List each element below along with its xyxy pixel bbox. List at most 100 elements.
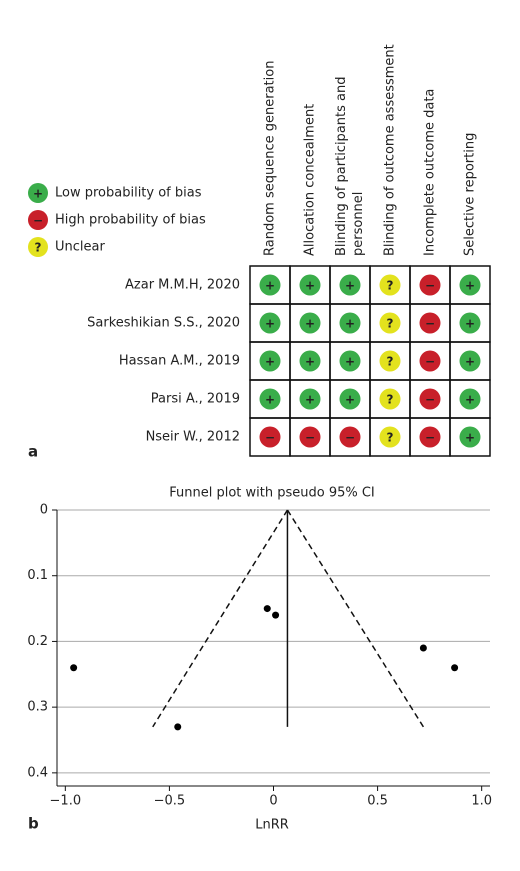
- rating-symbol: +: [305, 279, 315, 293]
- rating-icon: [419, 274, 441, 296]
- legend-symbol: ?: [35, 241, 42, 255]
- legend-symbol: −: [33, 214, 43, 228]
- rating-icon: [259, 312, 281, 334]
- table-cell: [449, 417, 491, 457]
- rating-icon: [379, 426, 401, 448]
- y-tick-label: 0.4: [27, 765, 48, 780]
- rating-symbol: +: [345, 317, 355, 331]
- funnel-line: [152, 509, 289, 728]
- rating-symbol: +: [465, 317, 475, 331]
- x-tick-label: 0.5: [367, 794, 388, 809]
- y-tick-label: 0.2: [27, 634, 48, 649]
- rating-icon: [459, 426, 481, 448]
- rating-icon: [299, 426, 321, 448]
- rating-icon: [259, 426, 281, 448]
- rating-symbol: +: [465, 393, 475, 407]
- study-name: Azar M.M.H, 2020: [125, 278, 240, 293]
- rating-icon: [259, 350, 281, 372]
- rating-icon: [379, 350, 401, 372]
- rating-symbol: +: [465, 431, 475, 445]
- x-tick-label: 0: [269, 794, 277, 809]
- rating-symbol: +: [465, 355, 475, 369]
- rating-icon: [259, 274, 281, 296]
- rating-symbol: ?: [387, 317, 394, 331]
- rating-icon: [379, 274, 401, 296]
- rating-icon: [419, 388, 441, 410]
- point: [263, 605, 271, 613]
- rating-icon: [299, 312, 321, 334]
- rating-symbol: ?: [387, 279, 394, 293]
- rating-icon: [419, 426, 441, 448]
- rating-icon: [459, 274, 481, 296]
- rating-icon: [339, 426, 361, 448]
- rating-symbol: +: [305, 393, 315, 407]
- x-axis-label: LnRR: [255, 818, 289, 833]
- rating-icon: [299, 350, 321, 372]
- rating-symbol: −: [425, 317, 435, 331]
- legend-label: Unclear: [55, 240, 105, 255]
- legend-label: Low probability of bias: [55, 186, 202, 201]
- rating-symbol: −: [265, 431, 275, 445]
- rating-symbol: −: [425, 279, 435, 293]
- rating-symbol: +: [345, 279, 355, 293]
- rating-icon: [419, 312, 441, 334]
- legend-icon: [28, 183, 48, 203]
- rating-icon: [459, 312, 481, 334]
- rating-symbol: ?: [387, 355, 394, 369]
- panel-label: b: [28, 815, 39, 833]
- legend-icon: [28, 210, 48, 230]
- rating-symbol: +: [265, 279, 275, 293]
- rating-icon: [299, 388, 321, 410]
- rating-symbol: −: [425, 393, 435, 407]
- study-name: Hassan A.M., 2019: [119, 354, 240, 369]
- rating-symbol: ?: [387, 393, 394, 407]
- x-tick-label: −1.0: [50, 794, 82, 809]
- rating-icon: [459, 350, 481, 372]
- column-header: Blinding of outcome assessment: [383, 44, 398, 256]
- column-header: Selective reporting: [463, 133, 478, 256]
- legend-label: High probability of bias: [55, 213, 206, 228]
- point: [451, 664, 459, 672]
- rating-symbol: −: [345, 431, 355, 445]
- rating-icon: [459, 388, 481, 410]
- rating-symbol: +: [265, 317, 275, 331]
- rating-icon: [379, 312, 401, 334]
- point: [419, 644, 427, 652]
- point: [70, 664, 78, 672]
- rating-symbol: +: [265, 355, 275, 369]
- rating-icon: [339, 274, 361, 296]
- rating-icon: [259, 388, 281, 410]
- column-header: Incomplete outcome data: [423, 89, 438, 256]
- rating-symbol: −: [425, 431, 435, 445]
- rating-symbol: +: [305, 317, 315, 331]
- rating-icon: [419, 350, 441, 372]
- column-header: personnel: [351, 192, 366, 256]
- rating-icon: [339, 350, 361, 372]
- rating-symbol: +: [305, 355, 315, 369]
- point: [272, 611, 280, 619]
- y-tick-label: 0: [40, 503, 48, 518]
- rating-symbol: −: [305, 431, 315, 445]
- study-name: Nseir W., 2012: [146, 430, 240, 445]
- legend-symbol: +: [33, 187, 43, 201]
- rating-icon: [379, 388, 401, 410]
- x-tick-label: 1.0: [471, 794, 492, 809]
- rating-symbol: ?: [387, 431, 394, 445]
- rating-symbol: +: [265, 393, 275, 407]
- rating-symbol: +: [345, 393, 355, 407]
- x-tick-label: −0.5: [154, 794, 186, 809]
- study-name: Parsi A., 2019: [151, 392, 240, 407]
- rating-icon: [339, 312, 361, 334]
- column-header: Random sequence generation: [263, 61, 278, 256]
- legend-icon: [28, 237, 48, 257]
- rating-icon: [299, 274, 321, 296]
- rating-icon: [339, 388, 361, 410]
- column-header: Blinding of participants and: [334, 77, 349, 256]
- point: [174, 723, 182, 731]
- y-tick-label: 0.1: [27, 568, 48, 583]
- rating-symbol: +: [465, 279, 475, 293]
- column-header: Allocation concealment: [303, 104, 318, 256]
- y-tick-label: 0.3: [27, 700, 48, 715]
- rating-symbol: +: [345, 355, 355, 369]
- panel-label: a: [28, 443, 38, 461]
